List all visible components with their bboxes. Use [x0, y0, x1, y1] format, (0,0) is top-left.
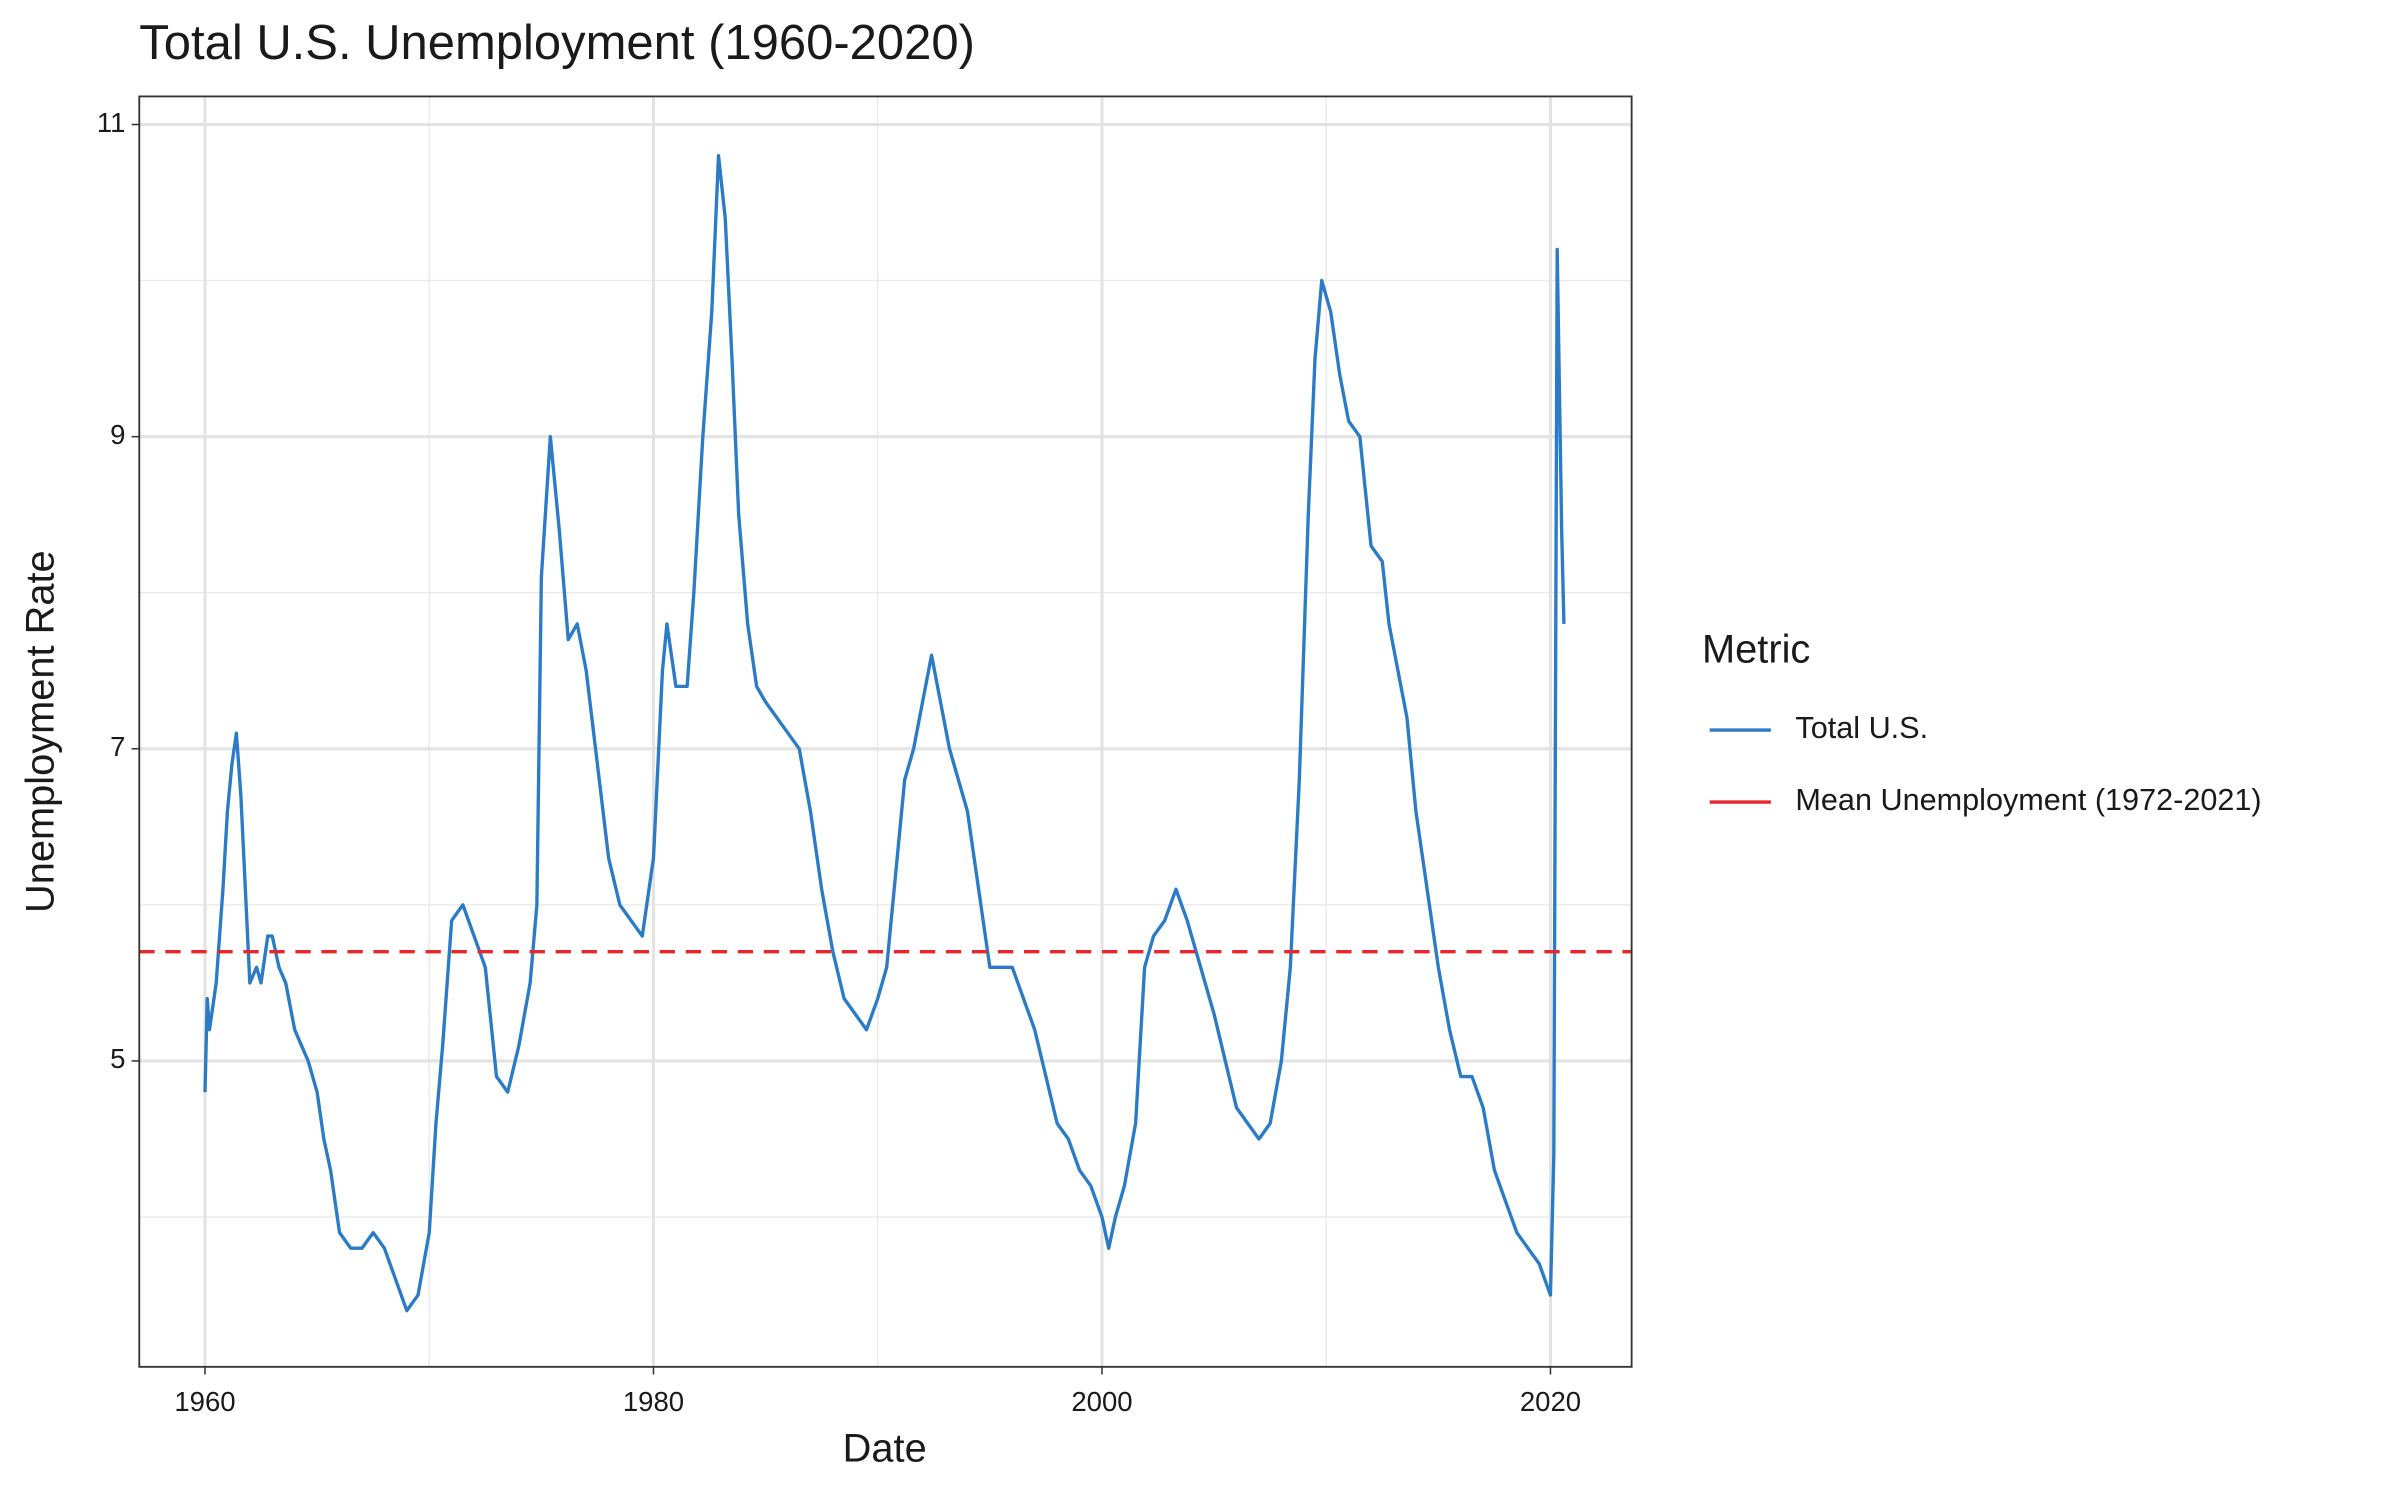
plot-border — [138, 95, 1633, 1368]
legend-title: Metric — [1702, 628, 1810, 672]
x-tick-label: 2020 — [1520, 1386, 1581, 1417]
y-tick-label: 7 — [110, 731, 125, 762]
x-axis-title: Date — [843, 1427, 927, 1471]
chart-title: Total U.S. Unemployment (1960-2020) — [139, 16, 975, 70]
data-line — [203, 154, 1566, 1313]
x-tick-label: 1960 — [174, 1386, 235, 1417]
x-tick-label: 1980 — [623, 1386, 684, 1417]
y-axis-title: Unemployment Rate — [18, 550, 62, 913]
y-tick-label: 5 — [110, 1043, 125, 1074]
x-tick-label: 2000 — [1071, 1386, 1132, 1417]
legend-label: Total U.S. — [1795, 711, 1928, 745]
legend-label: Mean Unemployment (1972-2021) — [1795, 783, 2261, 817]
y-tick-label: 11 — [97, 107, 126, 138]
y-tick-label: 9 — [110, 419, 125, 450]
